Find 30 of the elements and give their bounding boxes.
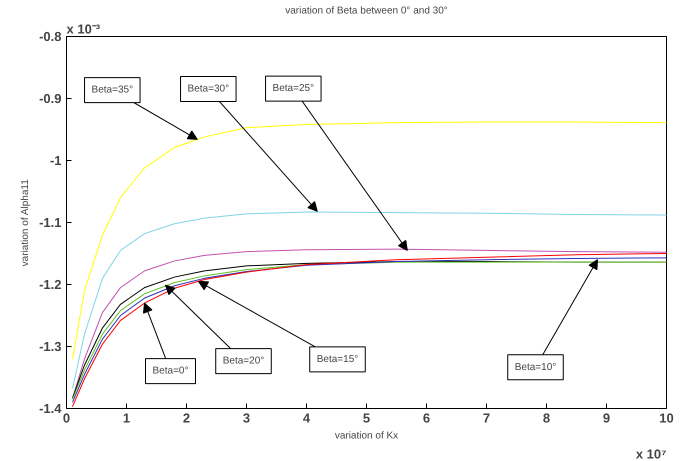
x-tick-label: 8 bbox=[542, 410, 550, 426]
y-tick-label: -1.3 bbox=[39, 339, 62, 354]
x-tick-label: 7 bbox=[482, 410, 490, 426]
y-tick-label: -1 bbox=[50, 153, 62, 168]
annotation: Beta=15° bbox=[316, 354, 358, 365]
x-axis-title: variation of Kx bbox=[334, 430, 398, 442]
x-tick-label: 10 bbox=[659, 410, 674, 426]
y-tick-label: -1.4 bbox=[39, 401, 62, 416]
y-axis-title: variation of Alpha11 bbox=[20, 178, 32, 266]
x-tick-label: 9 bbox=[602, 410, 610, 426]
y-tick-label: -0.8 bbox=[39, 29, 62, 44]
annotation: Beta=35° bbox=[92, 84, 134, 96]
annotation: Beta=10° bbox=[514, 362, 556, 373]
x-tick-label: 0 bbox=[62, 410, 70, 426]
text: x 10⁷ bbox=[636, 446, 667, 461]
x-tick-label: 3 bbox=[242, 410, 250, 426]
chart-title: variation of Beta between 0° and 30° bbox=[285, 6, 448, 16]
y-tick-label: -1.2 bbox=[39, 277, 62, 292]
x-tick-label: 2 bbox=[182, 410, 190, 426]
y-tick-label: -0.9 bbox=[39, 91, 62, 106]
annotation: Beta=0° bbox=[152, 366, 188, 377]
annotation: Beta=25° bbox=[272, 83, 314, 94]
x-tick-label: 1 bbox=[122, 410, 130, 426]
x-tick-label: 6 bbox=[422, 410, 430, 426]
x-tick-label: 5 bbox=[362, 410, 370, 426]
annotation: Beta=30° bbox=[188, 83, 230, 94]
x-tick-label: 4 bbox=[302, 410, 311, 426]
annotation: Beta=20° bbox=[222, 356, 264, 367]
annotation: x 10⁻³ bbox=[66, 22, 101, 36]
y-tick-label: -1.1 bbox=[39, 215, 62, 230]
